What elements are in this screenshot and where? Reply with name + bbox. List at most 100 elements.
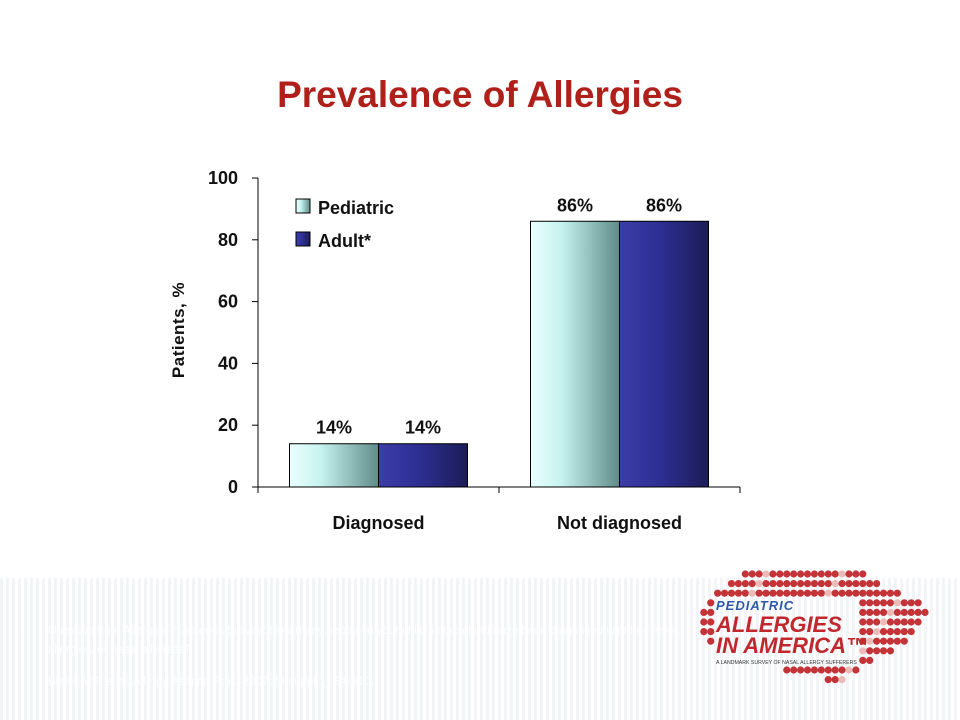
- x-category-label: Not diagnosed: [557, 513, 682, 533]
- logo-dot: [838, 580, 846, 588]
- logo-dot: [831, 570, 839, 578]
- y-tick-label: 0: [228, 477, 238, 497]
- logo-dot: [748, 589, 756, 597]
- logo-dot: [790, 589, 798, 597]
- logo-dot: [748, 580, 756, 588]
- logo-dot: [873, 580, 881, 588]
- logo-dot: [852, 589, 860, 597]
- y-tick-label: 80: [218, 230, 238, 250]
- legend-swatch-adult: [295, 231, 311, 247]
- logo-dot: [762, 580, 770, 588]
- logo-dot: [900, 608, 908, 616]
- logo-dot: [921, 608, 929, 616]
- logo-dot: [879, 618, 888, 626]
- logo-dot: [748, 570, 756, 578]
- logo-dot: [817, 589, 825, 597]
- logo-dot: [700, 628, 708, 636]
- logo-dot: [845, 580, 853, 588]
- logo-dot: [741, 589, 749, 597]
- logo-dot: [879, 589, 888, 597]
- logo-dot: [783, 589, 791, 597]
- logo-dot: [866, 647, 874, 655]
- logo-dot: [907, 628, 915, 636]
- logo-dot: [859, 647, 867, 655]
- logo-dot: [907, 618, 915, 626]
- logo-dot: [900, 637, 908, 645]
- axes: 0 20 40 60 80 100: [208, 168, 741, 497]
- logo-dot: [845, 570, 853, 578]
- y-tick-label: 40: [218, 353, 238, 373]
- logo-dot: [873, 637, 881, 645]
- y-tick-label: 100: [208, 168, 238, 188]
- logo-dot: [886, 628, 895, 636]
- logo-dot: [734, 589, 742, 597]
- logo-dot: [866, 656, 874, 664]
- logo-dot: [859, 570, 867, 578]
- logo-dot: [824, 580, 832, 588]
- logo-dot: [879, 608, 888, 616]
- logo-dot: [873, 647, 881, 655]
- logo-dot: [852, 666, 860, 674]
- us-map-dots-graphic: [700, 570, 929, 684]
- logo-dot: [866, 599, 874, 607]
- logo-dot: [803, 580, 812, 588]
- logo-dot: [838, 570, 846, 578]
- logo-dot: [707, 608, 715, 616]
- logo-dot: [817, 666, 825, 674]
- logo-dot: [803, 589, 812, 597]
- logo-tagline: A LANDMARK SURVEY OF NASAL ALLERGY SUFFE…: [716, 660, 857, 666]
- logo-dot: [886, 608, 895, 616]
- logo-dot: [886, 618, 895, 626]
- bar-pediatric-1: [530, 220, 620, 488]
- pediatric-allergies-logo: PEDIATRIC ALLERGIES IN AMERICA™ A LANDMA…: [700, 570, 929, 684]
- logo-dot: [831, 580, 839, 588]
- logo-dot: [866, 608, 874, 616]
- logo-dot: [714, 589, 722, 597]
- footnote: Question from Allergies in America Surve…: [48, 622, 708, 692]
- data-label: 14%: [316, 418, 352, 438]
- logo-dot: [859, 589, 867, 597]
- logo-dot: [776, 589, 784, 597]
- logo-dot: [755, 570, 763, 578]
- logo-dot: [900, 628, 908, 636]
- logo-line2: ALLERGIES: [715, 612, 842, 637]
- logo-dot: [859, 599, 867, 607]
- logo-dot: [824, 666, 832, 674]
- logo-dot: [893, 608, 901, 616]
- logo-dot: [707, 599, 715, 607]
- logo-dot: [790, 580, 798, 588]
- logo-dot: [810, 589, 819, 597]
- logo-dot: [741, 580, 749, 588]
- logo-dot: [873, 589, 881, 597]
- logo-dot: [914, 618, 922, 626]
- labels: 14% 14% Diagnosed 86% 86% Not diagnosed: [316, 195, 682, 533]
- logo-dot: [810, 570, 819, 578]
- logo-dot: [845, 666, 853, 674]
- x-category-label: Diagnosed: [332, 513, 424, 533]
- logo-dot: [817, 570, 825, 578]
- logo-dot: [727, 580, 736, 588]
- logo-dot: [873, 608, 881, 616]
- logo-dot: [796, 570, 805, 578]
- logo-dot: [776, 580, 784, 588]
- logo-dot: [900, 618, 908, 626]
- logo-dot: [838, 676, 846, 684]
- legend-label-adult: Adult*: [318, 231, 371, 251]
- logo-dot: [734, 580, 742, 588]
- logo-dot: [824, 589, 832, 597]
- logo-dot: [831, 589, 839, 597]
- logo-dot: [796, 589, 805, 597]
- y-axis-label: Patients, %: [169, 282, 188, 378]
- legend: Pediatric Adult*: [295, 198, 394, 251]
- logo-dot: [886, 589, 895, 597]
- logo-dot: [810, 580, 819, 588]
- logo-dot: [755, 580, 763, 588]
- logo-dot: [769, 570, 777, 578]
- logo-dot: [700, 618, 708, 626]
- logo-dot: [831, 676, 839, 684]
- logo-dot: [707, 637, 715, 645]
- logo-dot: [762, 570, 770, 578]
- logo-dot: [914, 608, 922, 616]
- logo-dot: [755, 589, 763, 597]
- logo-dot: [852, 570, 860, 578]
